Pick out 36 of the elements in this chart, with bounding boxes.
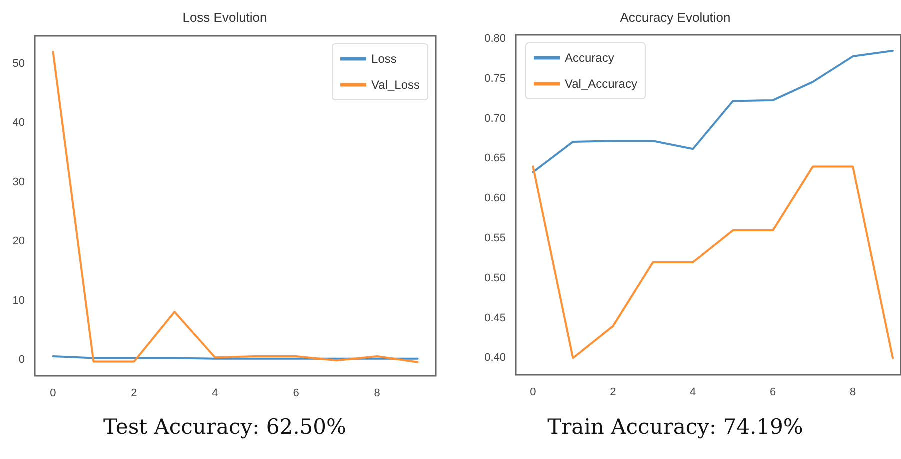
chart-title: Accuracy Evolution bbox=[620, 10, 731, 25]
line-series bbox=[532, 50, 894, 174]
chart-title: Loss Evolution bbox=[182, 10, 268, 25]
legend-label: Accuracy bbox=[565, 51, 614, 65]
x-tick-label: 8 bbox=[374, 388, 380, 400]
legend-label: Val_Loss bbox=[372, 78, 420, 92]
x-tick-label: 4 bbox=[690, 386, 696, 398]
y-tick-label: 40 bbox=[12, 117, 25, 130]
y-tick-label: 0.70 bbox=[484, 112, 506, 125]
y-tick-label: 20 bbox=[12, 236, 25, 248]
text: Train Accuracy: 74.19% bbox=[546, 415, 804, 439]
x-tick-label: 4 bbox=[212, 388, 218, 400]
x-tick-label: 0 bbox=[530, 386, 536, 398]
y-tick-label: 30 bbox=[12, 176, 25, 188]
x-tick-label: 0 bbox=[50, 388, 56, 400]
x-tick-label: 2 bbox=[610, 386, 616, 398]
y-tick-label: 0.75 bbox=[484, 72, 506, 85]
line-series bbox=[532, 166, 894, 360]
legend-label: Loss bbox=[372, 52, 397, 66]
y-tick-label: 0 bbox=[18, 354, 25, 366]
y-tick-label: 0.60 bbox=[484, 192, 506, 205]
y-tick-label: 0.45 bbox=[484, 312, 506, 324]
x-tick-label: 6 bbox=[293, 388, 300, 400]
y-tick-label: 0.50 bbox=[484, 272, 506, 284]
x-tick-label: 6 bbox=[770, 386, 776, 398]
legend-label: Val_Accuracy bbox=[565, 77, 638, 91]
y-tick-label: 50 bbox=[12, 58, 25, 70]
line-series bbox=[52, 50, 419, 364]
y-tick-label: 10 bbox=[12, 294, 25, 307]
y-tick-label: 0.40 bbox=[484, 352, 506, 364]
x-tick-label: 2 bbox=[131, 388, 138, 400]
text: Test Accuracy: 62.50% bbox=[102, 415, 348, 439]
y-tick-label: 0.80 bbox=[484, 32, 506, 45]
y-tick-label: 0.55 bbox=[484, 232, 506, 245]
x-tick-label: 8 bbox=[850, 386, 856, 398]
y-tick-label: 0.65 bbox=[484, 152, 506, 165]
